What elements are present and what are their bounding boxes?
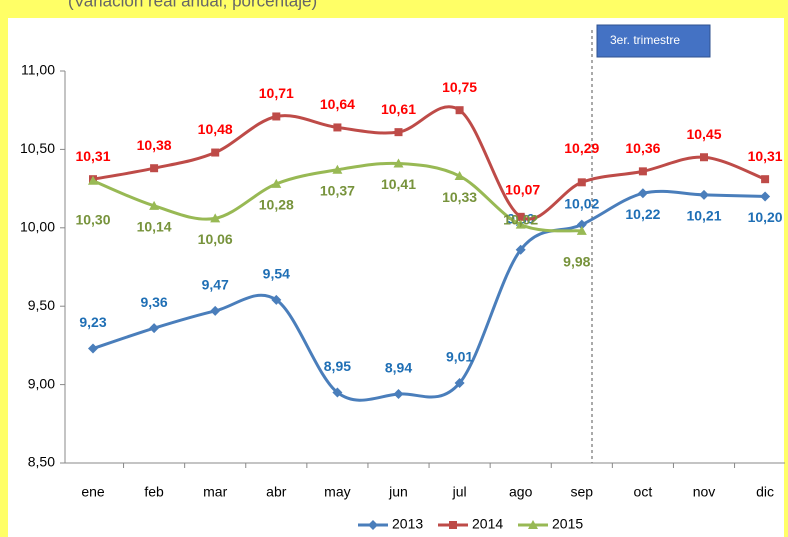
- marker: [637, 188, 648, 199]
- value-label: 10,71: [259, 85, 294, 101]
- marker: [528, 520, 538, 529]
- marker: [700, 153, 708, 162]
- marker: [149, 200, 160, 210]
- marker: [332, 387, 343, 398]
- value-label: 9,36: [140, 294, 167, 310]
- marker: [577, 178, 586, 187]
- marker: [88, 175, 98, 185]
- value-label: 10,31: [75, 148, 110, 164]
- y-tick-label: 9,00: [28, 375, 55, 391]
- marker: [393, 389, 404, 400]
- value-label: 10,02: [503, 211, 538, 227]
- value-label: 10,33: [442, 189, 477, 205]
- marker: [211, 148, 220, 157]
- marker: [210, 213, 221, 223]
- marker: [449, 521, 457, 529]
- annotation: 3er. trimestre: [610, 33, 680, 47]
- marker: [368, 520, 378, 530]
- plot-background: [8, 18, 784, 537]
- x-tick-label: jun: [388, 484, 408, 500]
- marker: [332, 164, 343, 174]
- marker: [761, 175, 770, 184]
- y-tick-label: 9,50: [28, 297, 55, 313]
- value-label: 9,54: [263, 266, 290, 282]
- value-label: 10,07: [505, 182, 540, 198]
- value-label: 10,14: [137, 219, 172, 235]
- value-label: 10,36: [625, 140, 660, 156]
- value-label: 10,30: [75, 211, 110, 227]
- value-label: 10,41: [381, 176, 416, 192]
- value-label: 9,98: [563, 254, 590, 270]
- x-tick-label: sep: [571, 484, 594, 500]
- marker: [515, 219, 526, 229]
- marker: [394, 128, 403, 137]
- value-label: 10,45: [686, 126, 721, 142]
- subtitle: (Variación real anual, porcentaje): [68, 0, 317, 10]
- x-tick-label: feb: [144, 484, 164, 500]
- x-tick-label: mar: [203, 484, 227, 500]
- marker: [638, 167, 647, 176]
- x-tick-label: abr: [266, 484, 287, 500]
- marker: [149, 323, 160, 334]
- marker: [333, 123, 342, 132]
- marker: [699, 189, 709, 200]
- x-tick-label: dic: [756, 484, 774, 500]
- x-tick-label: nov: [693, 484, 716, 500]
- marker: [454, 171, 465, 181]
- y-tick-label: 10,00: [20, 219, 55, 235]
- annotation-box: [596, 24, 711, 58]
- y-tick-label: 10,50: [20, 140, 55, 156]
- marker: [760, 191, 771, 202]
- value-label: 10,64: [320, 96, 355, 112]
- legend-label: 2013: [392, 516, 423, 532]
- value-label: 9,23: [79, 314, 106, 330]
- value-label: 10,02: [564, 195, 599, 211]
- value-label: 10,29: [564, 140, 599, 156]
- x-tick-label: ago: [509, 484, 533, 500]
- x-tick-label: may: [324, 484, 350, 500]
- marker: [454, 378, 465, 389]
- marker: [393, 158, 404, 168]
- value-label: 8,95: [324, 358, 351, 374]
- value-label: 10,20: [748, 209, 783, 225]
- y-tick-label: 8,50: [28, 454, 55, 470]
- marker: [576, 219, 587, 230]
- marker: [210, 305, 221, 316]
- marker: [271, 294, 282, 305]
- x-tick-label: oct: [634, 484, 653, 500]
- x-tick-label: jul: [452, 484, 467, 500]
- value-label: 8,94: [385, 360, 412, 376]
- value-label: 10,31: [748, 148, 783, 164]
- value-label: 10,37: [320, 182, 355, 198]
- marker: [515, 244, 526, 255]
- value-label: 9,47: [202, 277, 229, 293]
- marker: [272, 112, 281, 121]
- marker: [516, 212, 525, 221]
- value-label: 9,01: [446, 349, 473, 365]
- value-label: 10,75: [442, 79, 477, 95]
- marker: [88, 343, 98, 354]
- value-label: 10,22: [625, 206, 660, 222]
- value-label: 10,38: [137, 137, 172, 153]
- marker: [271, 178, 282, 188]
- legend-label: 2014: [472, 516, 503, 532]
- value-label: 10,61: [381, 101, 416, 117]
- x-tick-label: ene: [81, 484, 105, 500]
- value-label: 10,48: [198, 121, 233, 137]
- value-label: 10,21: [686, 208, 721, 224]
- marker: [576, 225, 587, 235]
- y-tick-label: 11,00: [21, 62, 55, 78]
- marker: [455, 106, 464, 115]
- value-label: 10,06: [198, 231, 233, 247]
- legend-label: 2015: [552, 516, 583, 532]
- marker: [150, 164, 159, 173]
- value-label: 10,28: [259, 197, 294, 213]
